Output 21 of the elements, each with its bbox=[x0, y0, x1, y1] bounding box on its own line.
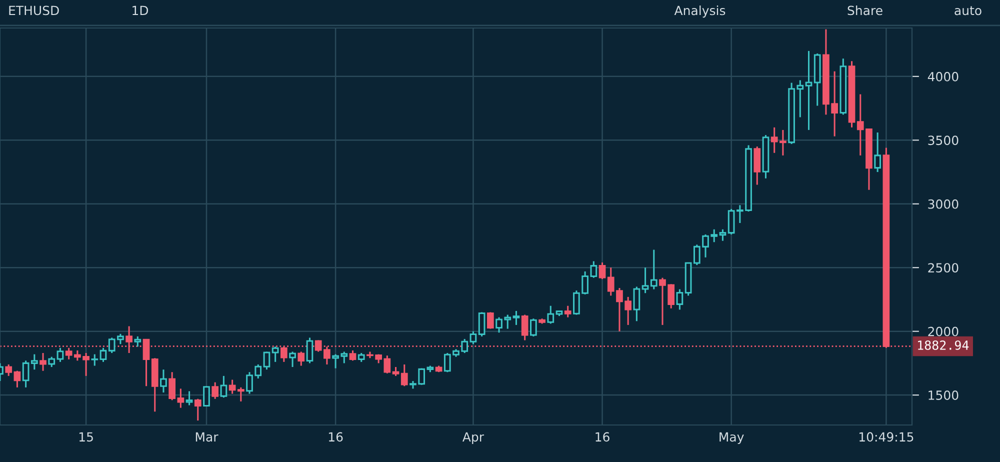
x-tick-label: Mar bbox=[196, 432, 218, 442]
text: auto bbox=[954, 6, 982, 16]
y-tick-label: 3000 bbox=[928, 199, 958, 209]
x-tick-label: 10:49:15 bbox=[859, 432, 914, 442]
x-tick-label: Apr bbox=[462, 432, 484, 444]
chart-title: ETHUSD bbox=[9, 6, 59, 16]
y-tick-label: 4000 bbox=[928, 72, 958, 82]
y-tick-label: 3500 bbox=[928, 136, 958, 146]
text: Share bbox=[848, 6, 882, 16]
x-tick-label: May bbox=[720, 432, 744, 444]
x-tick-label: 16 bbox=[328, 432, 343, 442]
y-tick-label: 1500 bbox=[928, 390, 958, 400]
x-tick-label: 16 bbox=[596, 432, 610, 442]
ref-line-label: 1882.94 bbox=[918, 340, 969, 350]
candlestick bbox=[126, 325, 132, 354]
text: 1D bbox=[132, 6, 148, 15]
text: Analysis bbox=[674, 6, 726, 18]
y-tick-label: 2500 bbox=[928, 263, 958, 273]
x-tick-label: 15 bbox=[79, 432, 93, 442]
y-tick-label: 2000 bbox=[928, 326, 958, 336]
candlestick bbox=[805, 50, 812, 131]
